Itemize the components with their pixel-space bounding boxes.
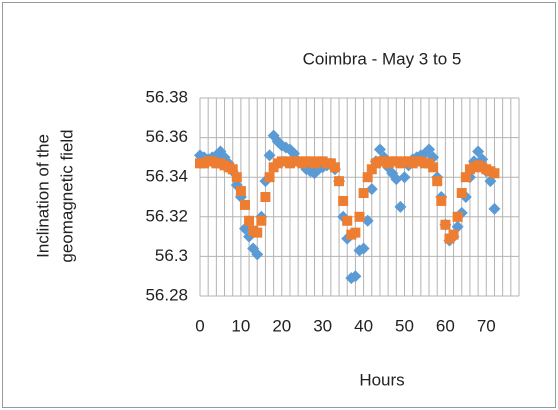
- data-point: [342, 215, 353, 226]
- data-point: [452, 211, 463, 222]
- data-point: [264, 172, 275, 183]
- x-tick-label: 0: [195, 316, 204, 335]
- data-point: [349, 270, 362, 283]
- data-point: [398, 171, 411, 184]
- x-tick-label: 30: [313, 316, 332, 335]
- x-tick-label: 20: [272, 316, 291, 335]
- data-point: [239, 199, 250, 210]
- data-point: [432, 176, 443, 187]
- x-tick-label: 40: [354, 316, 373, 335]
- y-tick-label: 56.32: [145, 206, 188, 225]
- data-point: [260, 192, 271, 202]
- x-tick-label: 60: [436, 316, 455, 335]
- x-tick-label: 50: [395, 316, 414, 335]
- data-point: [428, 162, 439, 173]
- data-point: [361, 214, 374, 227]
- y-tick-label: 56.38: [145, 87, 188, 106]
- data-point: [373, 143, 386, 156]
- data-point: [251, 248, 264, 261]
- data-point: [390, 173, 403, 186]
- data-point: [472, 145, 485, 158]
- y-axis-label: Inclination of the: [33, 134, 52, 258]
- data-point: [244, 215, 255, 226]
- data-point: [334, 176, 345, 187]
- data-point: [440, 219, 451, 230]
- data-point: [252, 227, 263, 238]
- y-tick-label: 56.36: [145, 127, 188, 146]
- data-point: [489, 168, 500, 179]
- data-point: [354, 211, 365, 222]
- data-point: [460, 172, 471, 183]
- data-point: [423, 143, 436, 156]
- data-point: [365, 183, 378, 196]
- data-point: [338, 195, 349, 206]
- data-point: [366, 164, 377, 175]
- data-point: [263, 149, 276, 162]
- y-tick-label: 56.28: [145, 285, 188, 304]
- data-point: [448, 229, 459, 240]
- data-point: [350, 227, 361, 238]
- data-point: [231, 172, 242, 183]
- x-axis-label: Hours: [359, 370, 404, 389]
- x-tick-label: 70: [477, 316, 496, 335]
- data-point: [358, 188, 369, 199]
- chart-title: Coimbra - May 3 to 5: [303, 49, 462, 68]
- data-point: [227, 164, 238, 175]
- data-point: [394, 200, 407, 213]
- data-point: [235, 186, 246, 197]
- y-axis-label: geomagnetic field: [57, 129, 76, 262]
- y-tick-label: 56.34: [145, 167, 188, 186]
- data-point: [436, 195, 447, 206]
- data-point: [362, 172, 373, 183]
- data-point: [456, 188, 467, 199]
- data-point: [488, 202, 501, 215]
- y-tick-label: 56.3: [155, 246, 188, 265]
- x-tick-label: 10: [231, 316, 250, 335]
- data-point: [256, 215, 267, 226]
- data-point: [357, 242, 370, 255]
- data-point: [329, 162, 340, 173]
